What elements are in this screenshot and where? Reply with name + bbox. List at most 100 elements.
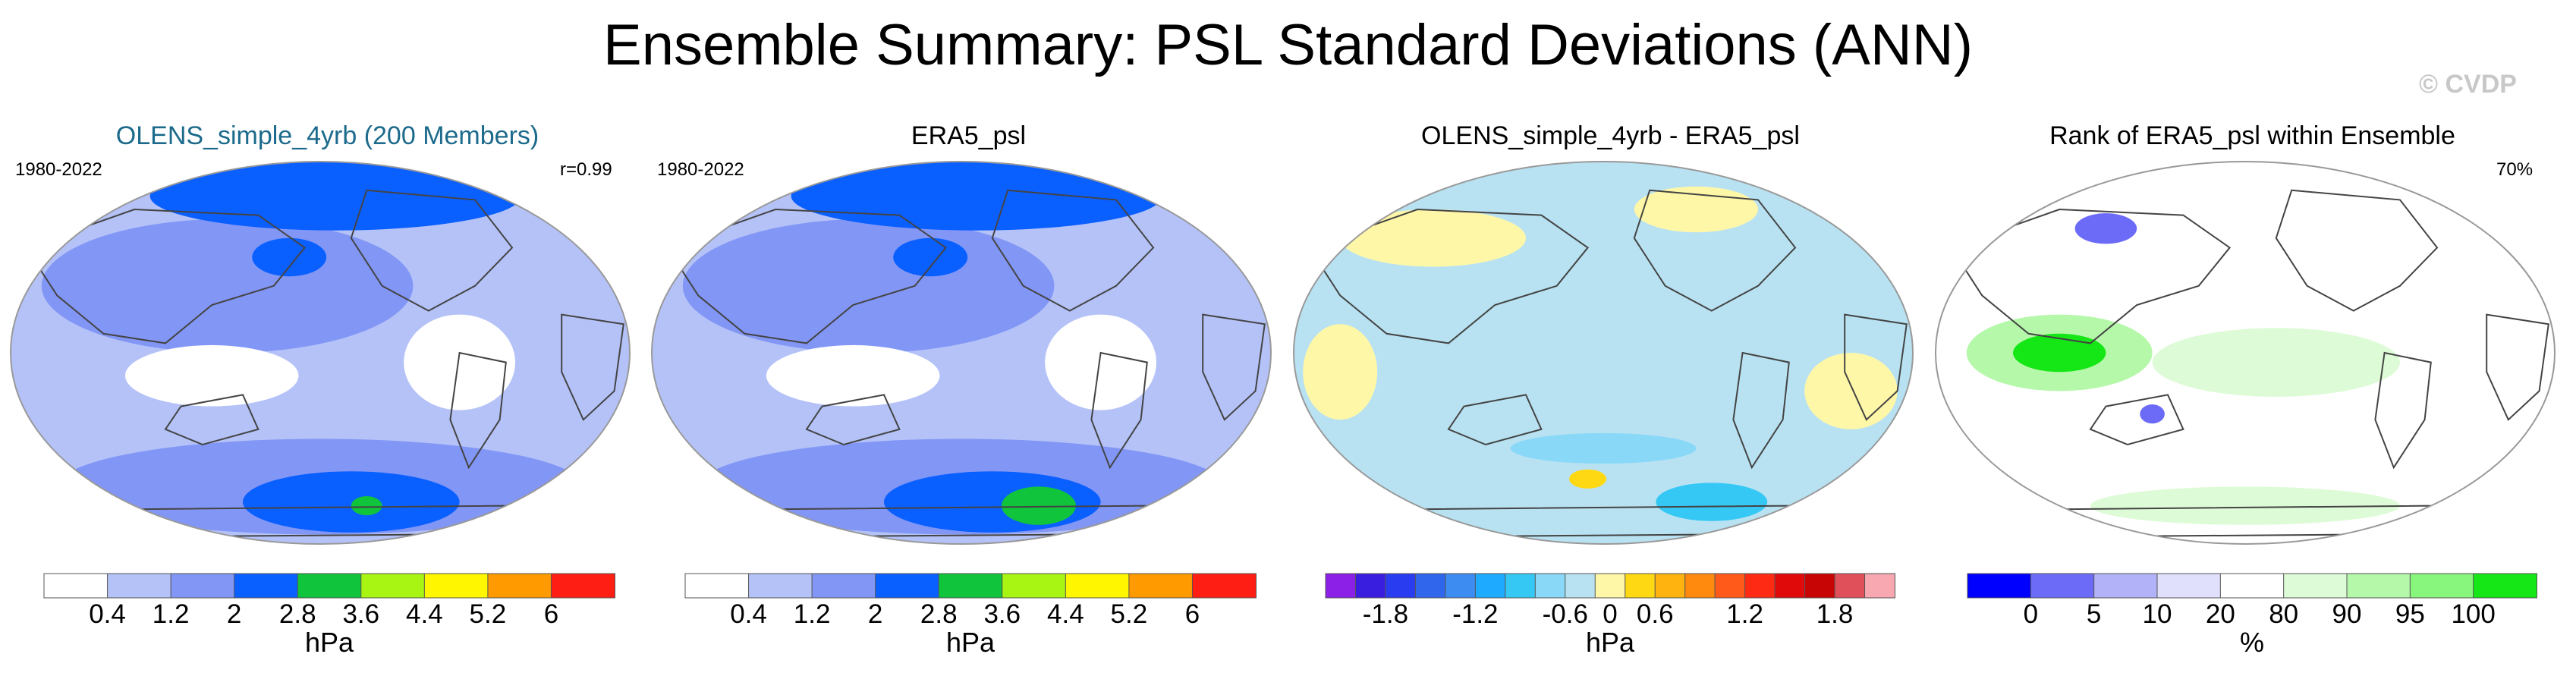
colorbar-swatch [1191, 573, 1257, 599]
colorbar-1 [43, 573, 616, 599]
field-region-sh-peak [1002, 486, 1076, 525]
colorbar-swatch [423, 573, 489, 599]
field-region-tropics-low [766, 344, 940, 407]
colorbar-swatch [811, 573, 876, 599]
field-region-arctic [149, 162, 522, 231]
coastline-3 [2374, 351, 2432, 470]
colorbar-swatch [1065, 573, 1130, 599]
rank-region-6 [2140, 404, 2165, 424]
coastline-1 [805, 394, 901, 446]
rank-region-3 [2152, 328, 2400, 397]
panel-1-correlation: r=0.99 [560, 159, 612, 180]
colorbar-tick-label: 0.6 [1636, 599, 1674, 629]
colorbar-tick-label: 20 [2205, 599, 2235, 629]
colorbar-swatch [2283, 573, 2348, 599]
field-region-sh-peak [351, 496, 382, 516]
colorbar-tick-label: 6 [543, 599, 559, 629]
colorbar-swatch [1744, 573, 1776, 599]
colorbar-swatch [1774, 573, 1806, 599]
colorbar-swatch [1002, 573, 1067, 599]
colorbar-unit-label: hPa [304, 627, 354, 658]
colorbar-swatch [1654, 573, 1686, 599]
coastline-4 [1844, 313, 1908, 421]
map-border [1293, 161, 1914, 545]
colorbar-swatch [1625, 573, 1656, 599]
panel-4-percent: 70% [2496, 159, 2534, 180]
coastline-4 [2486, 313, 2549, 421]
colorbar-swatch [2346, 573, 2411, 599]
colorbar-swatch [43, 573, 109, 599]
colorbar-swatch [1414, 573, 1446, 599]
rank-region-4 [2090, 486, 2400, 525]
diff-region-pos-3 [1303, 324, 1378, 420]
colorbar-tick-label: 0.4 [89, 599, 126, 629]
panel-1-title: OLENS_simple_4yrb (200 Members) [115, 121, 539, 150]
coastline-1 [1447, 394, 1543, 446]
colorbar-tick-label: 3.6 [342, 599, 380, 629]
colorbar-tick-label: 1.2 [1726, 599, 1763, 629]
colorbar-tick-label: 1.2 [793, 599, 831, 629]
diff-region-pos-4 [1804, 353, 1898, 429]
coastline-4 [561, 313, 624, 421]
colorbar-swatch [1714, 573, 1746, 599]
map-panel-2 [651, 161, 1272, 545]
coastline-3 [1090, 351, 1148, 470]
colorbar-tick-label: 5.2 [1110, 599, 1148, 629]
coastline-2 [1633, 189, 1797, 312]
colorbar-unit-label: hPa [1585, 627, 1635, 658]
coastline-4 [1202, 313, 1266, 421]
colorbar-tick-label: 1.2 [152, 599, 190, 629]
colorbar-tick-label: -1.2 [1452, 599, 1499, 629]
field-region-america-low [404, 314, 516, 410]
map-border [651, 161, 1272, 545]
colorbar-tick-label: 3.6 [983, 599, 1021, 629]
colorbar-tick-label: 2 [867, 599, 883, 629]
colorbar-swatch [1594, 573, 1626, 599]
colorbar-tick-label: 5.2 [469, 599, 507, 629]
colorbar-swatch [1474, 573, 1506, 599]
colorbar-swatch [297, 573, 362, 599]
colorbar-swatch [1128, 573, 1194, 599]
colorbar-swatch [938, 573, 1003, 599]
colorbar-tick-label: 0.4 [730, 599, 767, 629]
field-region-arctic [791, 162, 1163, 231]
map-panel-4 [1935, 161, 2556, 545]
diff-region-pos-1 [1340, 209, 1526, 267]
colorbar-tick-label: 2 [226, 599, 242, 629]
colorbar-swatch [2156, 573, 2222, 599]
cvdp-watermark: © CVDP [2419, 70, 2517, 99]
colorbar-swatch [107, 573, 172, 599]
coastline-2 [350, 189, 514, 312]
colorbar-swatch [2219, 573, 2285, 599]
colorbar-swatch [170, 573, 235, 599]
diff-region-neg-2 [1656, 483, 1768, 521]
panel-1-years: 1980-2022 [15, 159, 102, 180]
colorbar-tick-label: 4.4 [406, 599, 443, 629]
colorbar-tick-label: 80 [2269, 599, 2299, 629]
colorbar-swatch [1804, 573, 1836, 599]
coastline-0 [24, 208, 307, 344]
map-panel-1 [10, 161, 631, 545]
field-region-nh-max [252, 237, 327, 277]
colorbar-tick-label: 4.4 [1047, 599, 1084, 629]
panel-4-title: Rank of ERA5_psl within Ensemble [2049, 121, 2455, 150]
colorbar-tick-label: 100 [2451, 599, 2496, 629]
field-region-sh-max [243, 471, 460, 533]
colorbar-swatch [2409, 573, 2474, 599]
colorbar-tick-label: 10 [2142, 599, 2172, 629]
colorbar-tick-label: 1.8 [1816, 599, 1854, 629]
coastline-2 [2275, 189, 2439, 312]
field-region-tropics-low [124, 344, 299, 407]
panel-2-title: ERA5_psl [911, 121, 1027, 150]
colorbar-swatch [684, 573, 750, 599]
colorbar-swatch [1565, 573, 1596, 599]
colorbar-swatch [234, 573, 299, 599]
diff-region-neg-1 [1510, 432, 1697, 464]
colorbar-swatch [487, 573, 552, 599]
colorbar-unit-label: hPa [945, 627, 995, 658]
colorbar-tick-label: 0 [2023, 599, 2039, 629]
colorbar-tick-label: 2.8 [278, 599, 316, 629]
field-region-nh-max [893, 237, 968, 277]
colorbar-tick-label: 90 [2332, 599, 2362, 629]
